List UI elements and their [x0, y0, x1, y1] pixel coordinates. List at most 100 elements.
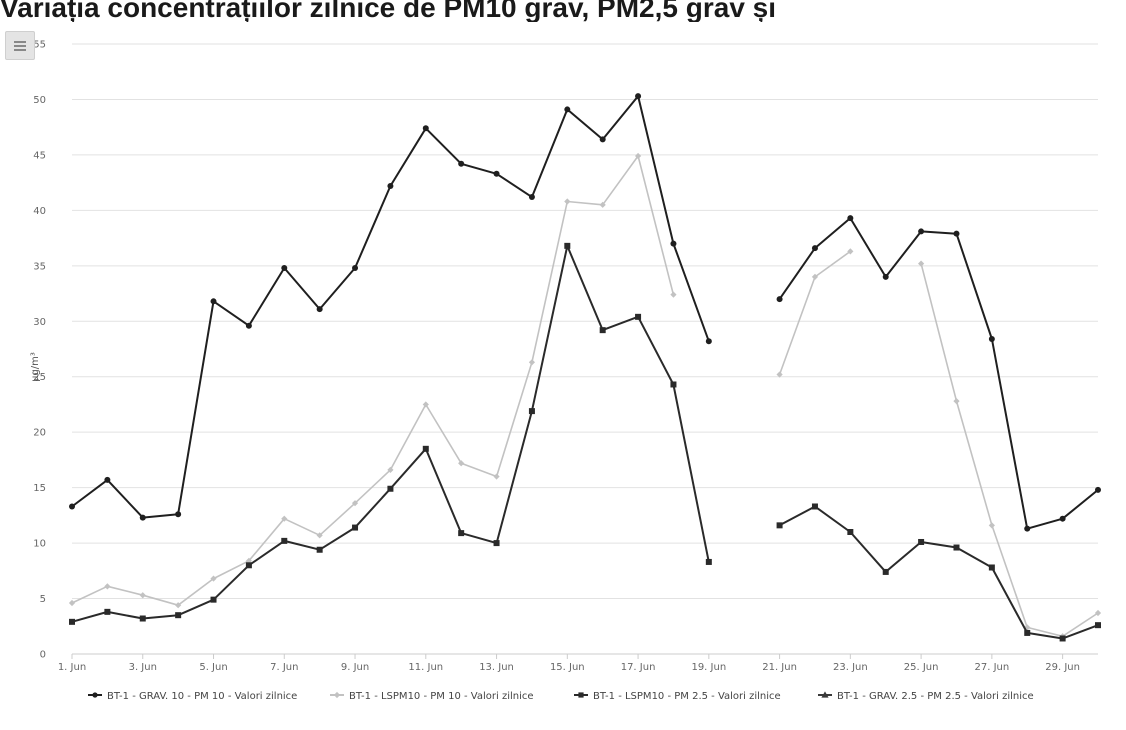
data-point: [104, 583, 111, 590]
data-point: [670, 381, 677, 388]
data-point: [493, 170, 500, 177]
data-point: [1094, 609, 1102, 617]
data-point: [635, 313, 642, 320]
line-chart: 0 5 10 15 20 25 30 35 40 45 50 55 µg/m³ 1. Jun 3. Jun…: [30, 40, 1102, 702]
x-axis: 1. Jun 3. Jun 5. Jun 7. Jun 9. Jun 11. Jun 13.…: [58, 653, 1098, 673]
hamburger-menu-icon: [14, 40, 26, 51]
data-point: [599, 201, 606, 208]
data-point: [387, 485, 394, 492]
x-tick-label: 23. Jun: [833, 662, 868, 673]
x-tick-label: 17. Jun: [621, 662, 656, 673]
legend-item: BT-1 - GRAV. 2.5 - PM 2.5 - Valori zilni…: [818, 691, 1034, 702]
y-tick-label: 10: [33, 539, 46, 550]
y-tick-label: 20: [33, 428, 46, 439]
y-tick-label: 40: [33, 206, 46, 217]
data-point: [564, 242, 571, 249]
y-tick-label: 0: [40, 650, 46, 661]
data-point: [92, 692, 98, 698]
x-tick-label: 9. Jun: [341, 662, 369, 673]
data-point: [634, 152, 642, 160]
data-point: [493, 540, 500, 547]
data-point: [705, 558, 712, 565]
x-tick-label: 1. Jun: [58, 662, 86, 673]
legend-label: BT-1 - LSPM10 - PM 2.5 - Valori zilnice: [593, 691, 781, 702]
data-point: [705, 338, 712, 345]
y-tick-label: 30: [33, 317, 46, 328]
data-point: [811, 245, 818, 252]
x-tick-label: 27. Jun: [975, 662, 1010, 673]
data-point: [670, 240, 677, 247]
x-tick-label: 13. Jun: [479, 662, 514, 673]
x-tick-label: 25. Jun: [904, 662, 939, 673]
data-point: [847, 248, 854, 255]
data-point: [918, 228, 925, 235]
data-point: [1024, 629, 1031, 636]
data-point: [599, 136, 606, 143]
data-point: [988, 522, 995, 529]
x-tick-label: 5. Jun: [199, 662, 227, 673]
data-point: [104, 476, 111, 483]
data-point: [139, 514, 146, 521]
data-point: [316, 546, 323, 553]
x-tick-label: 19. Jun: [691, 662, 726, 673]
data-point: [245, 322, 252, 329]
data-point: [528, 408, 535, 415]
data-point: [953, 544, 960, 551]
x-tick-label: 29. Jun: [1045, 662, 1080, 673]
x-tick-label: 3. Jun: [129, 662, 157, 673]
data-point: [175, 612, 182, 619]
data-point: [316, 306, 323, 313]
legend: BT-1 - GRAV. 10 - PM 10 - Valori zilnice…: [88, 691, 1034, 702]
data-point: [333, 691, 341, 699]
data-point: [352, 524, 359, 531]
data-point: [316, 532, 323, 539]
legend-item: BT-1 - LSPM10 - PM 10 - Valori zilnice: [330, 691, 534, 702]
x-tick-label: 11. Jun: [408, 662, 443, 673]
series-line: [71, 155, 1099, 638]
data-point: [175, 511, 182, 518]
series-layer: [68, 93, 1102, 642]
data-point: [422, 125, 429, 132]
y-tick-label: 55: [33, 40, 46, 51]
data-point: [1059, 635, 1066, 642]
data-point: [387, 466, 394, 473]
chart-menu-button[interactable]: [5, 31, 35, 60]
data-point: [847, 215, 854, 222]
data-point: [1095, 622, 1101, 629]
y-tick-label: 25: [33, 372, 46, 383]
data-point: [210, 596, 217, 603]
page-title: Variația concentrațiilor zilnice de PM10…: [0, 0, 777, 23]
y-tick-label: 15: [33, 483, 46, 494]
data-point: [210, 298, 217, 305]
data-point: [139, 592, 146, 599]
legend-item: BT-1 - LSPM10 - PM 2.5 - Valori zilnice: [574, 691, 781, 702]
x-tick-label: 15. Jun: [550, 662, 585, 673]
data-point: [281, 537, 288, 544]
y-tick-label: 50: [33, 95, 46, 106]
data-point: [988, 336, 995, 343]
data-point: [352, 265, 359, 272]
data-point: [776, 296, 783, 303]
data-point: [351, 500, 359, 507]
data-point: [847, 529, 854, 535]
series-line: [71, 244, 1099, 640]
x-tick-label: 7. Jun: [270, 662, 298, 673]
data-point: [104, 608, 111, 615]
data-point: [578, 692, 584, 698]
data-point: [69, 503, 75, 510]
y-tick-label: 5: [40, 594, 46, 605]
legend-label: BT-1 - LSPM10 - PM 10 - Valori zilnice: [349, 691, 534, 702]
data-point: [139, 615, 146, 622]
data-point: [493, 473, 500, 480]
data-point: [918, 538, 925, 545]
data-point: [528, 359, 536, 366]
data-point: [564, 106, 571, 113]
data-point: [776, 522, 783, 529]
y-tick-label: 35: [33, 261, 46, 272]
legend-item: BT-1 - GRAV. 10 - PM 10 - Valori zilnice: [88, 691, 297, 702]
data-point: [599, 327, 606, 334]
legend-label: BT-1 - GRAV. 10 - PM 10 - Valori zilnice: [107, 691, 297, 702]
data-point: [387, 182, 394, 189]
y-axis-label: µg/m³: [30, 352, 41, 382]
data-point: [69, 618, 75, 625]
